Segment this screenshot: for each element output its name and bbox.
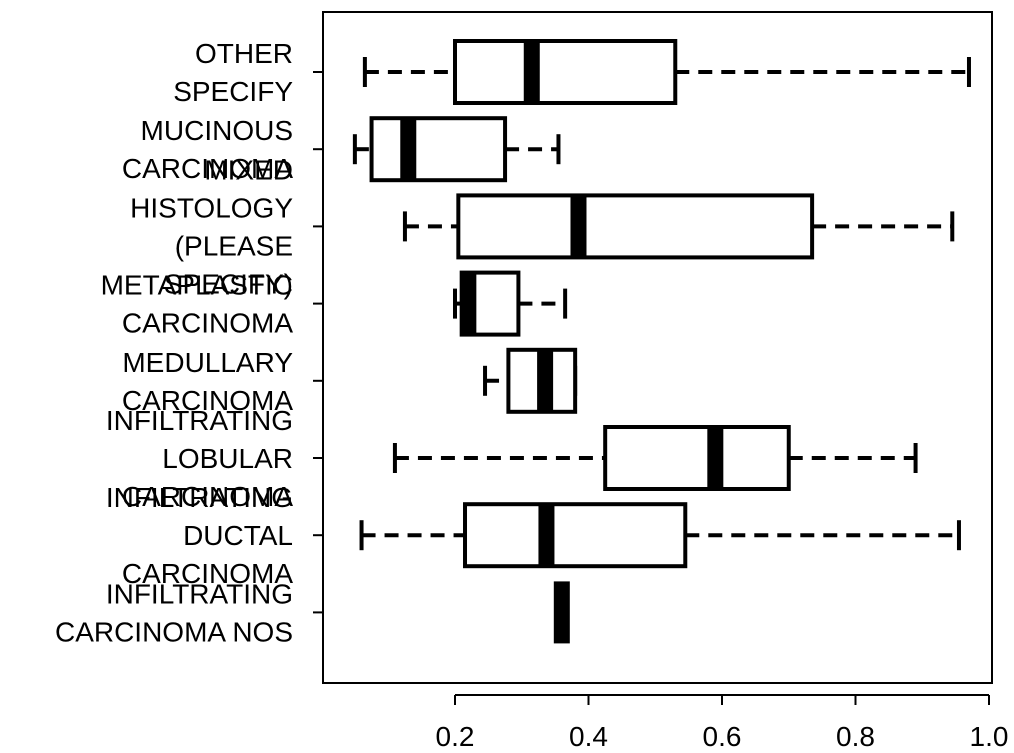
x-tick-label: 0.8 [836,721,875,752]
category-label-line: MEDULLARY [122,347,293,378]
median-mark [570,195,587,258]
category-label-line: MIXED [204,154,293,185]
median-mark [553,581,570,644]
x-tick-label: 0.6 [703,721,742,752]
category-label-line: OTHER [195,38,293,69]
category-label-line: MUCINOUS [141,115,293,146]
category-label-line: SPECIFY [173,76,293,107]
category-label: INFILTRATING DUCTAL CARCINOMA [106,482,294,589]
category-label-line: DUCTAL [183,520,293,551]
category-label: MUCINOUS CARCINOMA [122,115,293,184]
iqr-box [369,116,508,183]
median-mark [523,41,540,103]
category-label-line: CARCINOMA [122,153,293,184]
x-tick-label: 1.0 [970,721,1009,752]
iqr-box [463,502,688,569]
category-label-line: CARCINOMA [122,308,293,339]
category-label: INFILTRATING LOBULAR CARCINOMA [106,405,294,512]
category-label-line: INFILTRATING [106,482,293,513]
category-label-line: CARCINOMA [122,558,293,589]
category-label-line: INFILTRATING [106,578,293,609]
median-mark [538,504,555,567]
x-axis: 0.2 0.4 0.6 0.8 1.0 [313,71,1009,752]
plot-frame [322,11,993,684]
category-label: MEDULLARY CARCINOMA [122,347,293,416]
box-5 [392,425,918,491]
category-label: MIXED HISTOLOGY (PLEASE SPECIFY) [130,154,293,299]
category-label: METAPLASTIC CARCINOMA [101,270,294,339]
x-tick-label: 0.2 [436,721,475,752]
category-label-line: CARCINOMA NOS [55,616,293,647]
median-mark [460,272,477,335]
category-label: INFILTRATING CARCINOMA NOS [55,578,293,647]
boxes-layer [352,39,971,644]
box-3 [453,270,568,337]
category-label-line: METAPLASTIC [101,270,293,301]
median-mark [400,118,417,181]
category-label-line: INFILTRATING [106,405,293,436]
category-label: OTHER SPECIFY [173,38,293,107]
box-7 [553,581,570,644]
box-1 [352,116,561,183]
x-tick-label: 0.4 [569,721,608,752]
category-label-line: HISTOLOGY [130,192,293,223]
box-4 [483,347,578,414]
median-mark [537,349,554,412]
category-label-line: LOBULAR [162,443,293,474]
category-label-line: (PLEASE [175,230,293,261]
median-mark [707,427,724,489]
category-label-line: SPECIFY) [164,268,293,299]
iqr-box [603,425,791,491]
box-2 [402,193,955,260]
iqr-box [453,39,678,105]
box-6 [359,502,961,569]
box-0 [362,39,971,105]
category-label-line: CARCINOMA [122,481,293,512]
iqr-box [456,193,815,260]
category-label-line: CARCINOMA [122,385,293,416]
